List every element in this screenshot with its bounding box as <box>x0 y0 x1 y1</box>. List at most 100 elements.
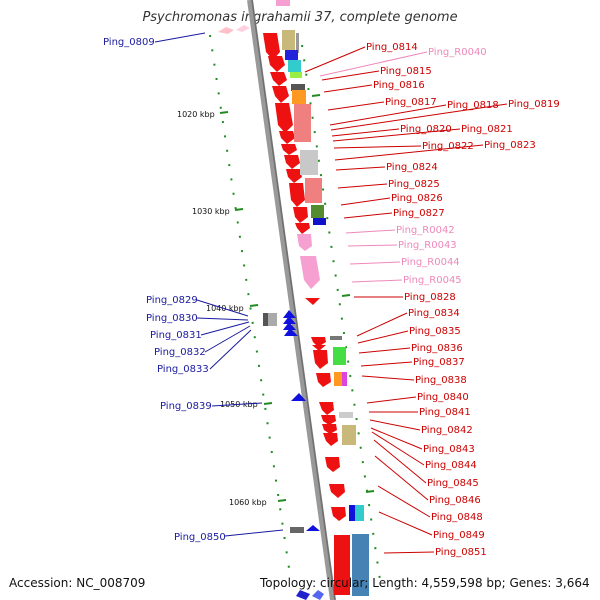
gene-arrow-reverse[interactable] <box>296 590 310 600</box>
genome-backbone-edge <box>251 0 336 600</box>
outer-feature-blocks <box>282 30 369 596</box>
gene-block[interactable] <box>305 178 322 203</box>
gene-block[interactable] <box>290 527 304 533</box>
gene-block[interactable] <box>263 313 268 326</box>
left-label: Ping_0829 <box>146 295 198 306</box>
gene-arrow[interactable] <box>311 337 326 347</box>
gene-block[interactable] <box>311 205 324 218</box>
gene-arrow[interactable] <box>322 424 337 434</box>
right-leaders <box>304 46 508 554</box>
right-label: Ping_0846 <box>429 495 481 506</box>
major-tick <box>234 208 244 211</box>
leader-line <box>366 396 417 404</box>
leader-line <box>321 70 380 81</box>
leader-line <box>356 312 408 337</box>
gene-arrow[interactable] <box>284 155 300 169</box>
gene-block[interactable] <box>282 30 295 50</box>
right-label: Ping_0815 <box>380 66 432 77</box>
leader-line <box>351 279 403 283</box>
gene-block[interactable] <box>288 60 301 72</box>
left-label: Ping_0850 <box>174 532 226 543</box>
gene-arrow[interactable] <box>316 373 331 387</box>
gene-block[interactable] <box>294 104 311 142</box>
gene-block[interactable] <box>276 0 290 6</box>
gene-block[interactable] <box>313 218 326 225</box>
right-label: Ping_R0040 <box>428 47 487 58</box>
gene-block[interactable] <box>349 505 355 521</box>
gene-block[interactable] <box>334 372 342 386</box>
gene-arrow[interactable] <box>263 33 280 60</box>
gene-arrow[interactable] <box>323 433 338 446</box>
gene-arrow[interactable] <box>293 207 308 223</box>
gene-arrow[interactable] <box>312 345 326 351</box>
gene-arrow[interactable] <box>321 415 336 425</box>
leader-line <box>358 347 411 354</box>
gene-arrow-reverse[interactable] <box>306 525 320 531</box>
gene-block[interactable] <box>285 50 298 60</box>
gene-arrow[interactable] <box>279 131 295 144</box>
major-tick <box>341 294 351 297</box>
gene-arrow[interactable] <box>319 402 334 415</box>
right-label: Ping_0828 <box>404 292 456 303</box>
gene-arrow[interactable] <box>281 144 297 155</box>
leader-line <box>347 244 398 247</box>
gene-block[interactable] <box>355 505 364 521</box>
gene-arrow[interactable] <box>325 457 340 472</box>
leader-line <box>373 439 427 484</box>
gene-arrow-reverse[interactable] <box>283 310 296 318</box>
gene-block[interactable] <box>290 72 302 78</box>
left-label: Ping_0832 <box>154 347 206 358</box>
gene-arrow-reverse[interactable] <box>283 322 296 330</box>
gene-block[interactable] <box>334 535 350 595</box>
left-leaders <box>154 32 284 537</box>
right-label: Ping_0844 <box>425 460 477 471</box>
right-label: Ping_R0043 <box>398 240 457 251</box>
gene-arrow-small[interactable] <box>218 27 234 34</box>
gene-arrow[interactable] <box>329 484 345 498</box>
gene-arrow[interactable] <box>313 350 328 369</box>
gene-arrow[interactable] <box>268 56 285 72</box>
major-tick <box>277 499 287 502</box>
leader-line <box>340 197 391 206</box>
map-title: Psychromonas ingrahamii 37, complete gen… <box>142 10 457 25</box>
rna-arrow[interactable] <box>297 234 312 251</box>
leader-line <box>330 103 508 131</box>
gene-arrow-small[interactable] <box>236 25 250 32</box>
gene-arrow[interactable] <box>295 223 310 234</box>
gene-arrow[interactable] <box>305 298 320 305</box>
gene-arrow-reverse[interactable] <box>312 590 324 600</box>
leader-line <box>357 330 409 344</box>
gene-arrow-reverse[interactable] <box>291 393 306 401</box>
gene-block[interactable] <box>352 534 369 596</box>
gene-arrow[interactable] <box>289 183 305 207</box>
gene-block[interactable] <box>330 336 342 340</box>
right-label: Ping_0841 <box>419 407 471 418</box>
leader-line <box>323 84 373 93</box>
gene-arrow[interactable] <box>286 169 302 183</box>
leader-line <box>335 166 386 171</box>
major-ticks <box>219 94 375 502</box>
gene-block[interactable] <box>342 425 356 445</box>
left-label: Ping_0839 <box>160 401 212 412</box>
rna-arrow[interactable] <box>300 256 320 289</box>
genome-summary-text: Topology: circular; Length: 4,559,598 bp… <box>259 576 590 590</box>
gene-block[interactable] <box>291 84 305 91</box>
gene-arrow[interactable] <box>331 507 346 521</box>
gene-arrow[interactable] <box>272 86 289 103</box>
leader-line <box>349 261 401 265</box>
gene-block[interactable] <box>333 347 346 365</box>
gene-block[interactable] <box>296 33 299 53</box>
leader-line <box>333 145 422 149</box>
gene-block[interactable] <box>300 150 318 175</box>
right-label: Ping_0825 <box>388 179 440 190</box>
gene-arrow-reverse[interactable] <box>284 328 298 336</box>
gene-block[interactable] <box>339 412 353 418</box>
genome-backbone <box>247 0 336 600</box>
gene-block[interactable] <box>342 372 347 386</box>
gene-block[interactable] <box>292 90 306 104</box>
right-label: Ping_0826 <box>391 193 443 204</box>
gene-arrow-reverse[interactable] <box>283 316 296 324</box>
gene-arrow[interactable] <box>270 72 287 86</box>
leader-line <box>204 325 251 353</box>
gene-arrow[interactable] <box>275 103 293 133</box>
